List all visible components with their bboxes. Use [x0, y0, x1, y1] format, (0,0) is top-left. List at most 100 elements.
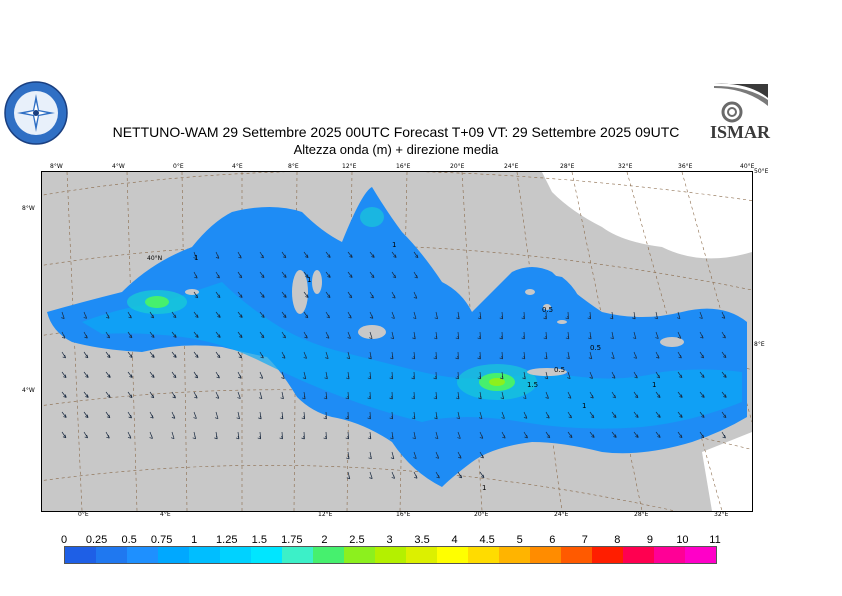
direction-arrow — [477, 331, 481, 340]
direction-arrow — [677, 371, 683, 379]
direction-arrow — [193, 291, 199, 299]
direction-arrow — [521, 351, 526, 360]
direction-arrow — [655, 371, 661, 379]
direction-arrow — [389, 351, 394, 360]
direction-arrow — [565, 311, 569, 320]
contour-label: 1 — [392, 241, 396, 249]
direction-arrow — [390, 331, 395, 340]
direction-arrow — [215, 351, 221, 359]
direction-arrow — [543, 351, 548, 360]
direction-arrow — [721, 331, 726, 339]
tick-label: 36°E — [678, 163, 693, 170]
direction-arrow — [413, 291, 418, 299]
direction-arrow — [479, 471, 485, 479]
direction-arrow — [83, 391, 89, 398]
scale-label: 0.25 — [85, 534, 108, 546]
direction-arrow — [390, 451, 395, 460]
direction-arrow — [259, 331, 265, 339]
direction-arrow — [609, 311, 614, 320]
direction-arrow — [347, 251, 353, 258]
direction-arrow — [347, 331, 351, 339]
direction-arrow — [588, 351, 593, 360]
direction-arrow — [677, 351, 682, 359]
direction-arrow — [345, 411, 349, 420]
tick-label: 40°E — [740, 163, 755, 170]
direction-arrow — [369, 251, 375, 258]
direction-arrow — [589, 371, 593, 379]
color-swatch — [127, 547, 158, 563]
color-swatch — [437, 547, 468, 563]
direction-arrow — [567, 371, 571, 379]
tick-label: 20°E — [474, 511, 489, 518]
direction-arrow — [83, 371, 89, 378]
direction-arrow — [478, 391, 482, 400]
scale-label: 1.75 — [281, 534, 303, 546]
direction-arrow — [565, 331, 570, 340]
direction-arrow — [259, 291, 265, 298]
tick-label: 50°E — [754, 168, 769, 175]
direction-arrow — [610, 331, 614, 340]
direction-arrow — [281, 371, 285, 379]
direction-arrow — [677, 431, 683, 439]
color-swatch — [251, 547, 282, 563]
direction-arrow — [369, 291, 374, 299]
direction-arrow — [215, 291, 221, 299]
direction-arrow — [105, 311, 110, 319]
direction-arrow — [457, 451, 462, 459]
direction-arrow — [433, 351, 437, 360]
direction-arrow — [369, 271, 375, 279]
color-swatch — [499, 547, 530, 563]
direction-arrow — [302, 391, 306, 400]
direction-arrow — [521, 331, 525, 340]
met-service-logo — [3, 80, 69, 146]
direction-arrow — [367, 411, 371, 420]
color-swatch — [189, 547, 220, 563]
scale-label: 9 — [646, 534, 653, 546]
direction-arrow — [369, 331, 373, 339]
direction-arrow — [281, 331, 287, 339]
direction-arrow — [699, 411, 705, 418]
tick-label: 4°E — [232, 163, 243, 170]
direction-arrow — [587, 311, 592, 320]
tick-label: 8°W — [50, 163, 63, 170]
contour-label: 1 — [194, 254, 198, 262]
direction-arrow — [235, 431, 240, 440]
direction-arrow — [346, 471, 351, 480]
direction-arrow — [633, 411, 639, 418]
direction-arrow — [61, 331, 66, 339]
direction-arrow — [632, 311, 636, 320]
direction-arrow — [567, 431, 573, 438]
direction-arrow — [389, 411, 394, 420]
direction-arrow — [411, 371, 415, 380]
direction-arrow — [347, 271, 353, 278]
tick-label: 28°E — [560, 163, 575, 170]
color-swatch — [530, 547, 561, 563]
tick-label: 32°E — [714, 511, 729, 518]
contour-label: 1 — [652, 381, 656, 389]
direction-arrow — [279, 431, 283, 440]
direction-arrow — [347, 291, 353, 299]
color-swatch — [561, 547, 592, 563]
scale-label: 3 — [386, 534, 393, 546]
direction-arrow — [303, 291, 309, 298]
color-swatch — [282, 547, 313, 563]
color-swatch — [313, 547, 344, 563]
direction-arrow — [346, 371, 350, 380]
direction-arrow — [105, 331, 111, 339]
direction-arrow — [501, 411, 505, 419]
direction-arrow — [259, 311, 265, 318]
direction-arrow — [433, 391, 438, 400]
direction-arrow — [588, 331, 592, 340]
direction-arrow — [61, 311, 65, 319]
direction-arrow — [721, 371, 727, 378]
direction-arrow — [83, 431, 89, 439]
direction-arrow — [279, 411, 284, 420]
direction-arrow — [83, 411, 89, 418]
direction-arrow — [170, 431, 175, 440]
direction-arrow — [303, 251, 309, 258]
direction-arrow — [259, 371, 264, 379]
direction-arrow — [347, 311, 352, 319]
direction-arrow — [259, 351, 264, 359]
scale-label: 7 — [581, 534, 588, 546]
direction-arrow — [413, 251, 419, 259]
